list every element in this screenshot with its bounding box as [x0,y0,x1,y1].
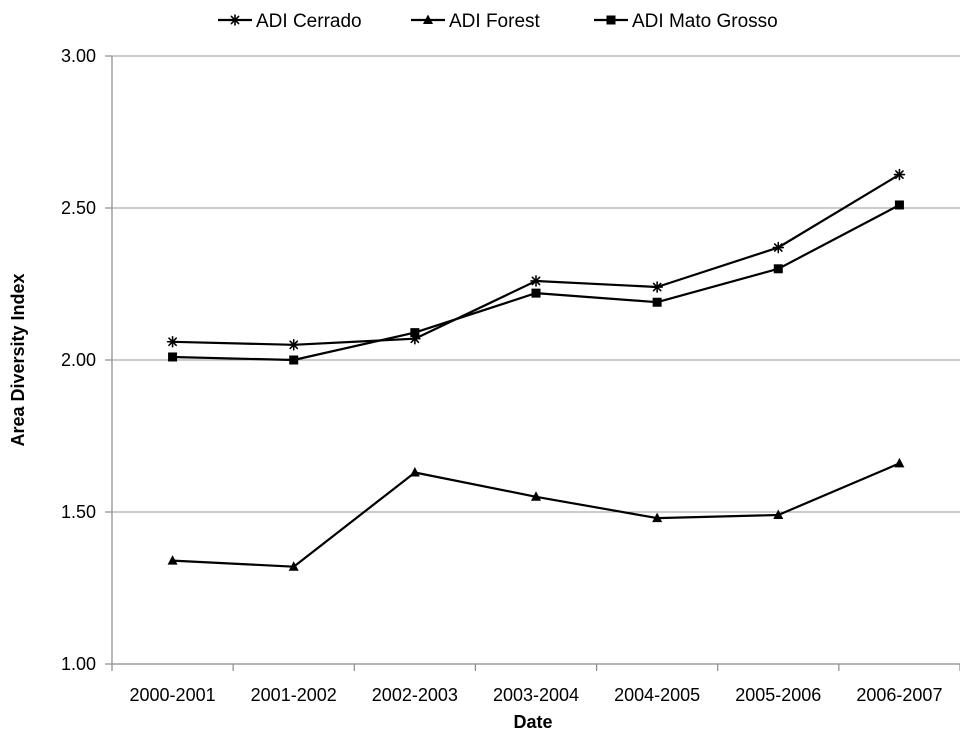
gridlines [105,55,960,671]
legend-adi-cerrado-marker-stroke [230,15,240,25]
series-adi-mato-grosso-point [652,297,662,307]
x-tick-label: 2002-2003 [372,685,458,705]
series-adi-cerrado-point [772,241,785,254]
y-axis-title: Area Diversity Index [8,273,28,446]
series-adi-forest-point [167,555,178,565]
series-adi-mato-grosso-point [773,264,783,274]
x-tick-label: 2006-2007 [856,685,942,705]
series-lines [172,173,900,568]
series-adi-cerrado-point-stroke [773,243,783,252]
series-adi-cerrado-point [166,335,179,348]
series-adi-forest-point [409,466,420,477]
series-adi-cerrado-point [651,281,663,293]
y-tick-labels: 1.00 1.50 2.00 2.50 3.00 [61,46,96,674]
legend-adi-cerrado-label: ADI Cerrado [256,11,362,32]
series-adi-cerrado-point-stroke [168,337,177,347]
y-tick-label: 3.00 [61,46,96,66]
series-adi-cerrado-point-stroke [289,340,299,350]
series-adi-cerrado-point [530,275,542,287]
axes [111,56,960,665]
y-tick-label: 1.50 [61,502,96,522]
x-tick-label: 2003-2004 [493,685,579,705]
series-adi-forest-line [172,462,900,568]
legend-adi-cerrado-marker [229,14,241,26]
series-adi-cerrado-line [172,173,900,346]
x-axis-title: Date [513,712,552,732]
series-adi-mato-grosso-point [289,355,299,365]
series-adi-cerrado-point-stroke [895,170,904,179]
series-adi-cerrado-point [287,338,300,351]
y-tick-label: 2.50 [61,198,96,218]
series-adi-mato-grosso-point [410,328,420,338]
series-markers [166,168,906,571]
series-adi-mato-grosso-point [531,288,541,298]
legend: ADI Cerrado ADI Forest ADI Mato Grosso [218,11,778,32]
series-adi-mato-grosso-point [894,200,904,210]
x-tick-label: 2004-2005 [614,685,700,705]
y-tick-label: 1.00 [61,654,96,674]
legend-adi-forest-label: ADI Forest [449,11,541,32]
series-adi-mato-grosso-point [168,352,178,362]
legend-adi-mato-grosso-marker [606,15,616,25]
series-adi-forest-point [531,491,541,501]
legend-adi-forest-marker [423,14,433,24]
x-tick-label: 2000-2001 [130,685,216,705]
y-tick-label: 2.00 [61,350,96,370]
x-tick-label: 2005-2006 [735,685,821,705]
series-adi-forest-point [652,512,663,523]
x-tick-labels: 2000-2001 2001-2002 2002-2003 2003-2004 2004… [130,685,943,705]
series-adi-forest-point [894,457,905,468]
x-tick-label: 2001-2002 [251,685,337,705]
series-adi-forest-point [773,509,784,520]
series-adi-forest-point [288,561,299,571]
series-adi-cerrado-point-stroke [531,276,541,286]
series-adi-cerrado-point [893,168,906,181]
series-adi-cerrado-point-stroke [652,282,662,292]
legend-adi-mato-grosso-label: ADI Mato Grosso [632,11,778,32]
